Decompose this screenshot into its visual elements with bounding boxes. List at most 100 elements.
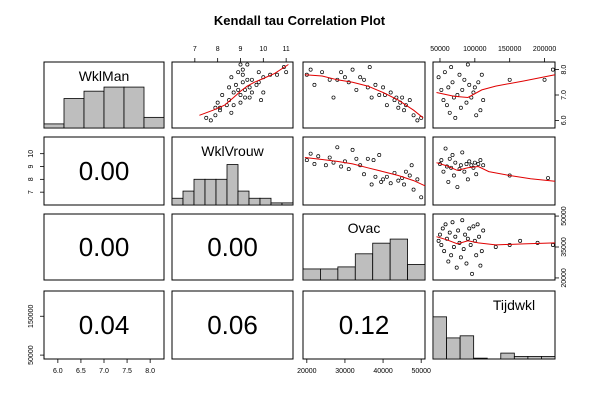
scatter-point (449, 165, 454, 170)
tick-label: 50000 (561, 206, 568, 226)
smooth-line (436, 162, 556, 182)
scatter-point (476, 161, 481, 166)
smooth-line (199, 64, 289, 116)
histogram-bar (43, 123, 65, 129)
histogram-bar (171, 197, 184, 206)
correlation-value: 0.12 (339, 310, 390, 340)
tick-label: 7 (193, 46, 197, 53)
scatter-point (350, 67, 355, 72)
scatter-point (275, 72, 279, 77)
scatter-point (381, 177, 386, 182)
histogram-bar (270, 202, 283, 206)
tick-label: 40000 (373, 368, 393, 375)
scatter-point (354, 87, 359, 92)
scatter-point (440, 226, 445, 231)
scatter-point (304, 158, 309, 163)
scatter-point (467, 226, 472, 231)
scatter-point (259, 98, 263, 103)
scatter-point (254, 82, 259, 87)
scatter-point (367, 65, 372, 70)
scatter-point (350, 147, 355, 152)
scatter-point (441, 98, 446, 103)
correlation-value: 0.00 (79, 156, 130, 186)
smooth-line (436, 236, 556, 246)
scatter-point (442, 249, 447, 254)
scatter-point (261, 90, 266, 95)
tick-label: 7.0 (561, 90, 568, 100)
histogram-bar (513, 356, 529, 360)
scatter-point (443, 222, 448, 227)
panel-frame-r3-c2 (302, 290, 426, 360)
scatter-point (550, 67, 555, 72)
scatter-point (474, 253, 479, 258)
scatter-point (472, 160, 477, 165)
scatter-point (396, 178, 401, 183)
scatter-point (339, 70, 344, 75)
scatter-point (407, 98, 412, 103)
tick-label: 150000 (28, 304, 35, 327)
tick-label: 30000 (335, 368, 355, 375)
scatter-point (453, 160, 458, 165)
scatter-point (215, 100, 220, 105)
scatter-point (518, 238, 523, 243)
tick-label: 8 (216, 46, 220, 53)
scatter-point (240, 72, 245, 77)
scatter-point (335, 145, 340, 150)
scatter-point (450, 220, 455, 225)
scatter-point (458, 105, 463, 110)
scatter-point (415, 118, 420, 123)
tick-label: 200000 (533, 46, 556, 53)
histogram-bar (527, 356, 542, 360)
scatter-point (354, 156, 359, 161)
smooth-line (436, 74, 556, 99)
scatter-point (446, 179, 451, 184)
tick-label: 7 (28, 190, 35, 194)
histogram-bar (473, 357, 488, 360)
scatter-point (247, 85, 252, 90)
scatter-point (462, 77, 467, 82)
scatter-point (468, 242, 473, 247)
tick-label: 50000 (411, 368, 431, 375)
scatter-point (454, 265, 459, 270)
scatter-point (465, 62, 470, 67)
tick-label: 6.5 (76, 368, 86, 375)
panel-frame-r2-c0 (43, 213, 165, 281)
scatter-point (507, 77, 512, 82)
panel-frame-r0-c1 (171, 61, 294, 129)
correlation-value: 0.00 (79, 232, 130, 262)
scatter-point (474, 113, 479, 118)
scatter-point (436, 238, 441, 243)
histogram-bar (259, 197, 272, 206)
scatter-point (464, 100, 469, 105)
tick-label: 8.0 (145, 368, 155, 375)
histogram-bar (446, 337, 461, 360)
scatter-point (451, 245, 456, 249)
histogram-bar (103, 86, 125, 129)
scatter-point (377, 93, 382, 97)
scatter-point (238, 62, 243, 67)
scatter-point (236, 87, 241, 92)
scatter-point (339, 164, 344, 169)
scatter-point (469, 163, 474, 168)
tick-label: 6.0 (53, 368, 63, 375)
scatter-point (439, 87, 444, 92)
scatter-point (475, 222, 480, 227)
scatter-point (441, 169, 446, 174)
scatter-point (460, 87, 465, 92)
histogram-bar (354, 253, 374, 281)
scatter-point (227, 85, 232, 90)
scatter-point (467, 82, 472, 87)
histogram-bar (320, 268, 339, 281)
scatter-point (472, 85, 477, 90)
panel-frame-r0-c2 (302, 61, 426, 129)
scatter-point (373, 174, 378, 179)
scatter-point (493, 245, 498, 249)
scatter-point (476, 80, 481, 85)
scatter-point (411, 187, 416, 192)
scatter-point (455, 185, 460, 189)
scatter-point (447, 110, 452, 115)
scatter-point (465, 177, 470, 182)
tick-label: 20000 (297, 368, 317, 375)
histogram-bar (407, 264, 426, 281)
panel-frame-r0-c3 (432, 61, 556, 129)
